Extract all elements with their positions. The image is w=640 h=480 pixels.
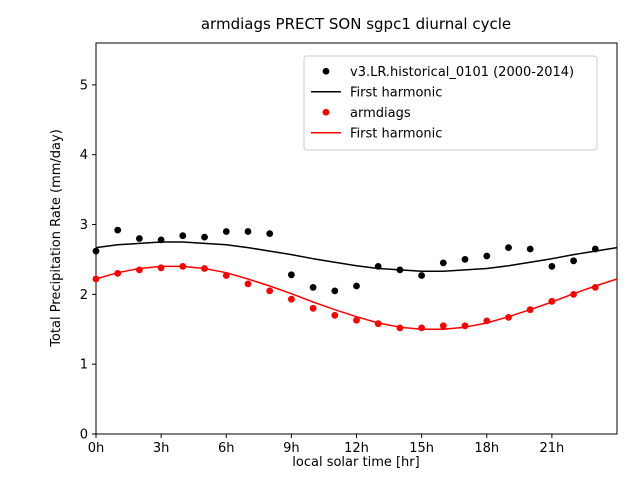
series-dots-2 <box>92 263 599 332</box>
x-tick-label: 0h <box>88 441 105 456</box>
legend: v3.LR.historical_0101 (2000-2014) First h… <box>303 55 598 151</box>
data-point <box>526 245 534 253</box>
data-point <box>136 235 143 242</box>
x-tick-label: 12h <box>344 441 369 456</box>
x-tick-label: 6h <box>218 441 235 456</box>
y-tick-label: 1 <box>80 358 88 373</box>
legend-marker-dot <box>322 108 330 116</box>
data-point <box>244 280 252 288</box>
harmonic-line <box>95 241 618 273</box>
data-point <box>309 304 317 312</box>
data-point <box>570 257 577 265</box>
series-dots-0 <box>92 226 599 295</box>
data-point <box>92 247 100 255</box>
x-tick-label: 21h <box>539 441 564 456</box>
x-tick-label: 18h <box>474 441 499 456</box>
legend-marker-dot <box>322 67 330 75</box>
data-point <box>418 324 425 332</box>
y-tick-label: 0 <box>80 428 88 443</box>
data-point <box>439 322 447 330</box>
data-point <box>157 264 165 272</box>
data-point <box>461 256 469 263</box>
x-tick-label: 3h <box>153 441 170 456</box>
x-axis-label: local solar time [hr] <box>292 455 419 470</box>
series-line-3 <box>95 265 618 331</box>
data-point <box>483 252 491 260</box>
data-point <box>353 282 360 290</box>
x-tick-label: 15h <box>409 441 434 456</box>
data-point <box>288 295 295 303</box>
data-point <box>418 272 425 279</box>
legend-entry-label: armdiags <box>350 106 411 121</box>
y-tick-label: 4 <box>80 148 88 163</box>
data-point <box>353 316 360 324</box>
harmonic-line <box>95 265 618 331</box>
data-point <box>266 230 274 238</box>
data-point <box>266 287 274 295</box>
series-line-1 <box>95 241 618 273</box>
y-tick-label: 2 <box>80 288 88 303</box>
data-point <box>439 259 447 267</box>
data-point <box>244 228 252 235</box>
chart-title: armdiags PRECT SON sgpc1 diurnal cycle <box>201 15 511 33</box>
legend-entry-label: v3.LR.historical_0101 (2000-2014) <box>350 65 574 80</box>
data-point <box>331 287 339 295</box>
data-point <box>201 233 208 241</box>
data-point <box>548 263 556 270</box>
data-point <box>331 311 339 319</box>
legend-entry-label: First harmonic <box>350 126 442 141</box>
data-point <box>288 271 295 279</box>
y-tick-label: 5 <box>80 78 88 93</box>
legend-entry-label: First harmonic <box>350 85 442 100</box>
data-point <box>179 232 187 240</box>
y-tick-label: 3 <box>80 218 88 233</box>
x-tick-label: 9h <box>283 441 300 456</box>
data-point <box>505 244 512 252</box>
y-axis-label: Total Precipitation Rate (mm/day) <box>49 129 64 348</box>
data-point <box>114 226 122 234</box>
legend-box <box>303 55 598 151</box>
data-point <box>309 284 317 291</box>
data-point <box>222 228 230 235</box>
plot-area: 0h 3h 6h 9h 12h 15h 18h 21h 0 1 2 3 4 5 v3.LR.historic… <box>80 42 618 456</box>
